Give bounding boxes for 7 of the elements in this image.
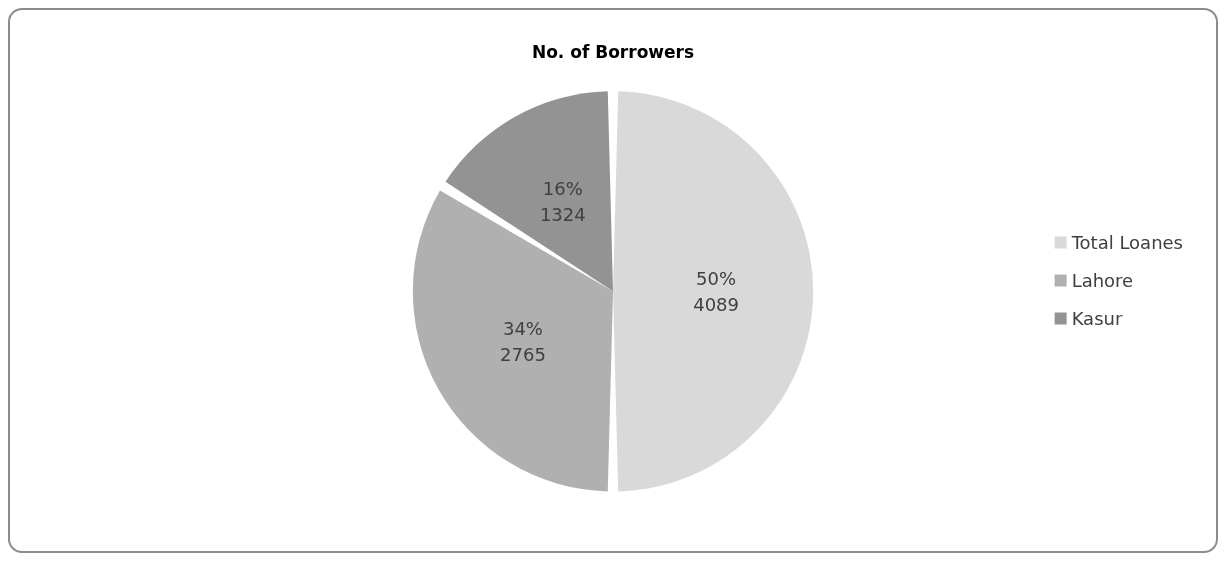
data-label: 50% 4089 [693, 267, 739, 315]
legend-label: Total Loanes [1070, 232, 1183, 253]
legend-label: Lahore [1071, 270, 1134, 291]
chart-title: No. of Borrowers [531, 41, 695, 62]
legend-label: Kasur [1071, 308, 1123, 329]
data-label: 16% 1324 [539, 177, 586, 225]
data-label: 34% 2765 [500, 318, 546, 366]
